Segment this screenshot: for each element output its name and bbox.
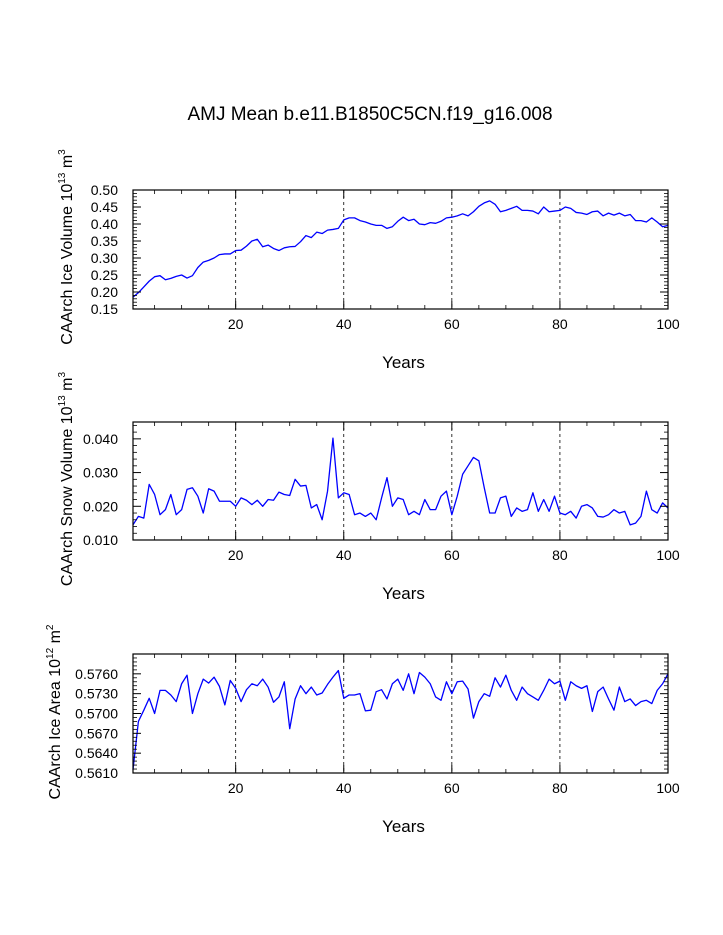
x-tick-label: 100 [656, 316, 680, 332]
x-tick-label: 20 [228, 547, 244, 563]
y-tick-label: 0.25 [91, 267, 118, 283]
x-tick-label: 40 [336, 316, 352, 332]
ice-area-panel: 20 40 60 80 100 0.5610 0.5640 0.5670 0.5700 0.573… [45, 624, 680, 836]
snow-volume-panel: 20 40 60 80 100 0.010 0.020 0.030 0.040 Years CAAr… [57, 372, 680, 604]
y-tick-label: 0.15 [91, 301, 118, 317]
x-tick-label: 40 [336, 780, 352, 796]
plot-frame [132, 189, 669, 310]
y-axis-title: CAArch Ice Area 1012 m2 [45, 624, 64, 799]
x-axis-title: Years [382, 584, 425, 603]
x-tick-label: 60 [444, 316, 460, 332]
page-title: AMJ Mean b.e11.B1850C5CN.f19_g16.008 [187, 104, 552, 125]
y-axis-title: CAArch Ice Volume 1013 m3 [57, 149, 76, 345]
x-tick-label: 40 [336, 547, 352, 563]
x-tick-label: 100 [656, 547, 680, 563]
y-tick-label: 0.5610 [75, 765, 118, 781]
x-tick-label: 20 [228, 780, 244, 796]
ice-volume-series-line [132, 200, 669, 298]
y-tick-label: 0.50 [91, 182, 118, 198]
plot-frame [132, 421, 669, 541]
y-tick-label: 0.35 [91, 233, 118, 249]
y-tick-label: 0.030 [83, 465, 118, 481]
y-tick-label: 0.5760 [75, 666, 118, 682]
y-tick-label: 0.020 [83, 498, 118, 514]
x-tick-label: 80 [552, 547, 568, 563]
y-tick-label: 0.5670 [75, 725, 118, 741]
plot-frame [132, 653, 669, 774]
ice-volume-panel: 20 40 60 80 100 0.150.200.250.300.350.400.450… [57, 149, 680, 372]
y-tick-label: 0.40 [91, 216, 118, 232]
y-tick-label: 0.20 [91, 284, 118, 300]
x-axis-title: Years [382, 353, 425, 372]
y-tick-label: 0.040 [83, 431, 118, 447]
y-tick-label: 0.5640 [75, 745, 118, 761]
y-tick-label: 0.45 [91, 199, 118, 215]
snow-volume-series-line [132, 437, 669, 526]
ice-area-series-line [132, 669, 669, 770]
x-tick-label: 80 [552, 316, 568, 332]
x-tick-label: 80 [552, 780, 568, 796]
y-tick-label: 0.5700 [75, 706, 118, 722]
x-tick-label: 60 [444, 780, 460, 796]
y-tick-label: 0.5730 [75, 686, 118, 702]
y-tick-label: 0.010 [83, 532, 118, 548]
x-tick-label: 100 [656, 780, 680, 796]
x-tick-label: 20 [228, 316, 244, 332]
x-tick-label: 60 [444, 547, 460, 563]
y-tick-label: 0.30 [91, 250, 118, 266]
y-axis-title: CAArch Snow Volume 1013 m3 [57, 372, 76, 587]
x-axis-title: Years [382, 817, 425, 836]
